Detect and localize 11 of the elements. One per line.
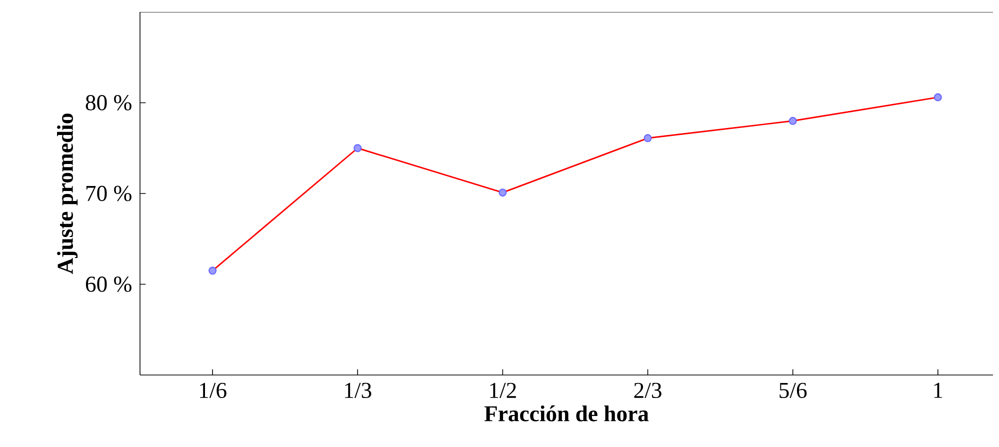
x-tick-label: 1	[934, 382, 942, 398]
x-tick-label: 1/2	[490, 382, 516, 398]
y-tick-label: 60 %	[86, 276, 132, 292]
x-tick-label: 5/6	[780, 382, 807, 398]
y-tick-label: 80 %	[86, 95, 132, 110]
y-axis-title: Ajuste promedio	[57, 114, 78, 274]
x-tick-label: 1/3	[345, 382, 372, 398]
x-tick-label: 2/3	[634, 382, 662, 398]
x-axis-title: Fracción de hora	[484, 405, 649, 422]
y-tick-label: 70 %	[86, 186, 132, 202]
x-tick-label: 1/6	[200, 382, 226, 398]
